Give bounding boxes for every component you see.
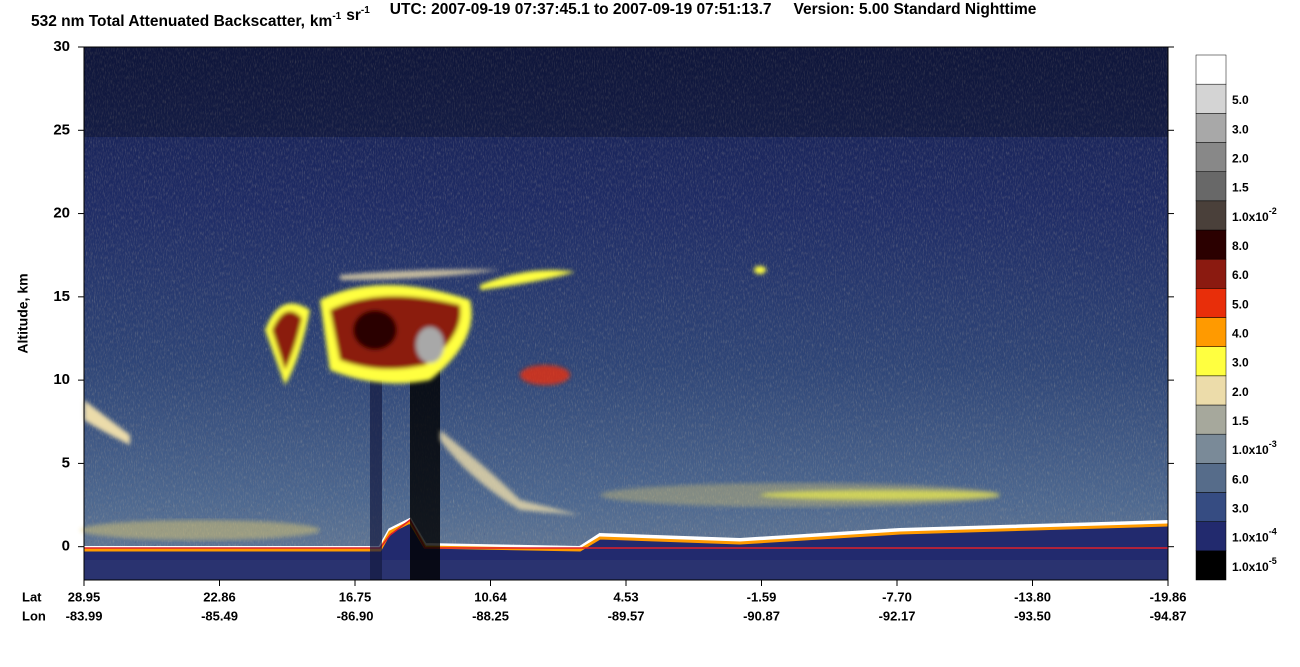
subtitle: UTC: 2007-09-19 07:37:45.1 to 2007-09-19… (390, 1, 772, 18)
colorbar-box (1195, 288, 1227, 318)
x-row-name: Lon (22, 608, 46, 623)
x-tick-label: -93.50 (1014, 608, 1051, 623)
colorbar-label: 2.0 (1232, 385, 1249, 399)
x-row-name: Lat (22, 589, 42, 604)
x-tick-label: -94.87 (1150, 608, 1187, 623)
x-tick-label: -90.87 (743, 608, 780, 623)
version: Version: 5.00 Standard Nighttime (794, 1, 1037, 18)
colorbar-label-exp: -2 (1269, 206, 1277, 216)
colorbar-box (1195, 404, 1227, 435)
colorbar-label-text: 8.0 (1232, 239, 1249, 253)
colorbar-box (1195, 229, 1227, 260)
colorbar-label-text: 3.0 (1232, 122, 1249, 136)
colorbar-label-text: 4.0 (1232, 327, 1249, 341)
colorbar-label-text: 1.0x10 (1232, 560, 1269, 574)
title-unit: km (310, 13, 332, 30)
y-tick-label: 30 (53, 38, 70, 55)
colorbar-box (1195, 200, 1227, 231)
colorbar-box (1195, 346, 1227, 377)
colorbar-label-text: 1.0x10 (1232, 443, 1269, 457)
colorbar-label-text: 1.0x10 (1232, 531, 1269, 545)
colorbar-label: 1.0x10-3 (1232, 440, 1277, 458)
y-tick-label: 5 (62, 454, 70, 471)
x-tick-label: -92.17 (879, 608, 916, 623)
x-tick-label: -7.70 (882, 589, 912, 604)
colorbar-box (1195, 433, 1227, 464)
colorbar-label: 3.0 (1232, 356, 1249, 370)
y-tick-label: 10 (53, 371, 70, 388)
y-tick-label: 25 (53, 121, 70, 138)
colorbar-box (1195, 463, 1227, 493)
chart-title: 532 nm Total Attenuated Backscatter, km-1… (31, 1, 1037, 30)
colorbar-label: 2.0 (1232, 152, 1249, 166)
x-tick-label: 4.53 (613, 589, 638, 604)
x-tick-label: -19.86 (1150, 589, 1187, 604)
colorbar-box (1195, 375, 1227, 406)
colorbar-box (1195, 521, 1227, 552)
x-tick-label: -83.99 (66, 608, 103, 623)
colorbar-label: 1.5 (1232, 181, 1249, 195)
colorbar-label-text: 3.0 (1232, 502, 1249, 516)
y-tick-label: 20 (53, 205, 70, 222)
colorbar-box (1195, 492, 1227, 522)
colorbar-label: 4.0 (1232, 327, 1249, 341)
y-tick-label: 0 (62, 538, 70, 555)
title-unit: sr (346, 7, 361, 24)
colorbar-box (1195, 54, 1227, 85)
colorbar-label-text: 5.0 (1232, 93, 1249, 107)
colorbar-box (1195, 171, 1227, 202)
title-text: 532 nm Total Attenuated Backscatter, (31, 13, 305, 30)
colorbar-label-text: 3.0 (1232, 356, 1249, 370)
colorbar-box (1195, 550, 1227, 581)
x-tick-label: -85.49 (201, 608, 238, 623)
colorbar-label: 3.0 (1232, 122, 1249, 136)
colorbar-label-text: 1.5 (1232, 414, 1249, 428)
colorbar-label: 8.0 (1232, 239, 1249, 253)
y-tick-label: 15 (53, 288, 70, 305)
colorbar-label-text: 2.0 (1232, 385, 1249, 399)
colorbar-box (1195, 142, 1227, 172)
colorbar-label: 5.0 (1232, 93, 1249, 107)
colorbar-label: 6.0 (1232, 472, 1249, 486)
colorbar-label-exp: -4 (1269, 527, 1277, 537)
x-tick-label: -88.25 (472, 608, 509, 623)
x-tick-label: 10.64 (474, 589, 507, 604)
colorbar-label-text: 5.0 (1232, 297, 1249, 311)
x-tick-label: 22.86 (203, 589, 236, 604)
colorbar-label-text: 1.5 (1232, 181, 1249, 195)
colorbar-label: 3.0 (1232, 502, 1249, 516)
colorbar-label-text: 2.0 (1232, 152, 1249, 166)
x-tick-label: 16.75 (339, 589, 372, 604)
colorbar-label: 6.0 (1232, 268, 1249, 282)
colorbar-box (1195, 113, 1227, 143)
colorbar-label-exp: -5 (1269, 556, 1277, 566)
x-tick-label: -1.59 (747, 589, 777, 604)
colorbar-box (1195, 317, 1227, 347)
colorbar-label: 1.0x10-2 (1232, 206, 1277, 224)
x-tick-label: -13.80 (1014, 589, 1051, 604)
title-unit-exp: -1 (332, 11, 341, 22)
colorbar-label: 1.0x10-5 (1232, 556, 1277, 574)
plot-body (80, 46, 1169, 581)
x-tick-label: 28.95 (68, 589, 101, 604)
x-tick-label: -86.90 (337, 608, 374, 623)
x-tick-label: -89.57 (608, 608, 645, 623)
colorbar-label-text: 6.0 (1232, 268, 1249, 282)
colorbar-box (1195, 83, 1227, 114)
colorbar-label-exp: -3 (1269, 440, 1277, 450)
title-unit-exp: -1 (361, 5, 370, 16)
colorbar-label: 1.0x10-4 (1232, 527, 1277, 545)
colorbar-label: 1.5 (1232, 414, 1249, 428)
colorbar-box (1195, 258, 1227, 289)
colorbar-label: 5.0 (1232, 297, 1249, 311)
colorbar-label-text: 6.0 (1232, 472, 1249, 486)
y-axis-label: Altitude, km (15, 273, 31, 353)
colorbar-label-text: 1.0x10 (1232, 210, 1269, 224)
